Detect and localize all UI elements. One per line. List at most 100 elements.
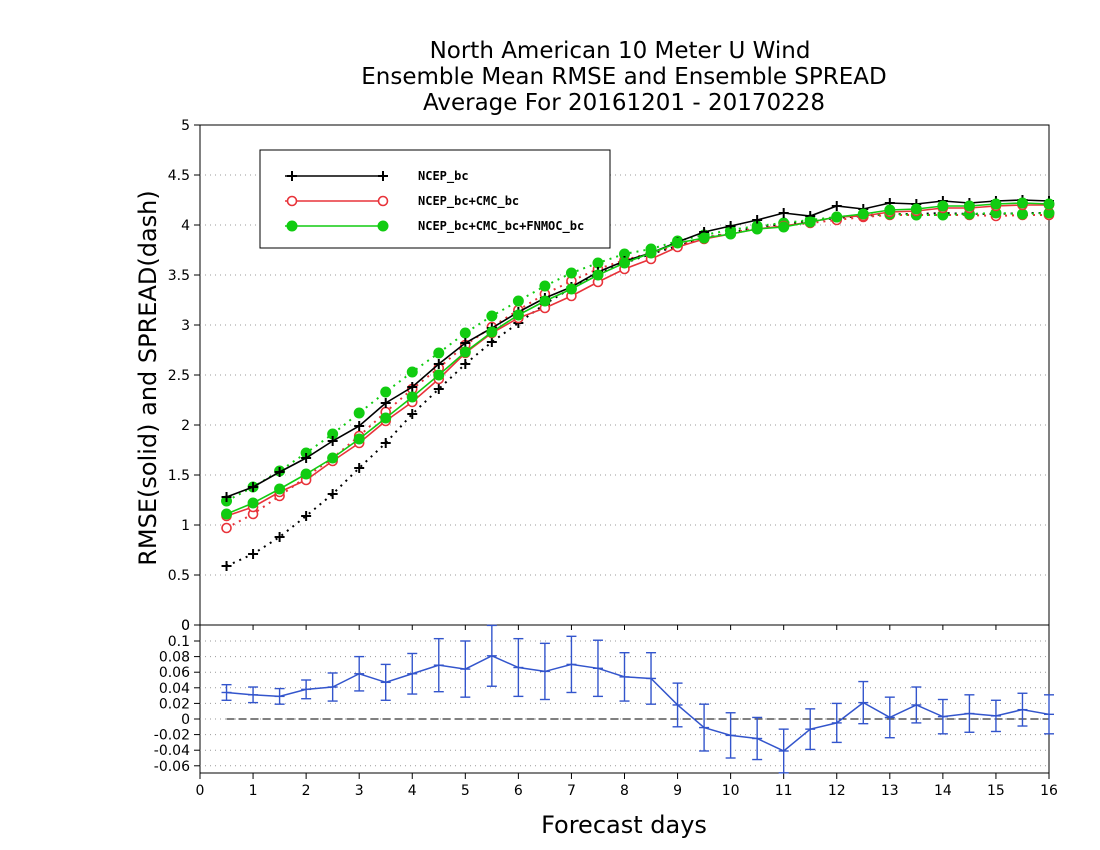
series-3-rmse-point [274,483,286,495]
legend-box [259,149,611,249]
series-3-spread-point [353,407,365,419]
series-1-rmse-point [301,453,312,463]
main-y-tick-label: 2.5 [168,368,190,384]
series-3-spread-point [1016,208,1028,220]
x-tick-label: 7 [567,783,576,799]
series-3-spread-point [406,366,418,378]
series-3-spread-point [486,310,498,322]
series-3-spread-point [592,257,604,269]
x-tick-label: 14 [934,783,952,799]
x-tick-label: 3 [355,783,364,799]
series-3-rmse-point [963,200,975,212]
main-series-layer [221,195,1055,571]
series-3-spread-point [539,280,551,292]
chart-title-line-2: Ensemble Mean RMSE and Ensemble SPREAD [361,64,886,90]
legend-marker-right-1 [378,171,388,181]
series-1-rmse-point [327,436,338,446]
x-tick-label: 10 [722,783,740,799]
difference-y-tick-label: 0.02 [159,696,190,712]
main-y-tick-label: 4 [181,218,190,234]
legend: NCEP_bc NCEP_bc+CMC_bc NCEP_bc+CMC_bc+FNMO… [259,149,611,249]
legend-marker-right-3 [377,220,389,232]
series-1-spread-point [486,337,497,347]
difference-y-tick-label: -0.02 [154,728,190,744]
series-3-rmse-point [247,497,259,509]
x-tick-label: 4 [408,783,417,799]
main-y-axis: 0 0.5 1 1.5 2 2.5 3 3.5 4 4.5 5 [168,118,200,634]
chart-title-line-1: North American 10 Meter U Wind [430,38,811,64]
series-3-rmse-point [751,223,763,235]
series-3-rmse-point [857,208,869,220]
difference-y-tick-label: -0.06 [154,759,190,775]
series-3-spread-point [459,327,471,339]
series-3-rmse-point [565,283,577,295]
difference-y-tick-label: 0.06 [159,665,190,681]
legend-marker-left-2 [286,195,298,207]
series-3-rmse-point [831,211,843,223]
series-1-spread-point [460,359,471,369]
series-3-rmse-point [539,295,551,307]
difference-top-tick-label: 0 [181,618,190,634]
series-1-spread-point [354,463,365,473]
series-1-rmse-point [433,359,444,369]
series-3-rmse-point [645,247,657,259]
series-3-rmse-point [380,412,392,424]
x-axis: 0 1 2 3 4 5 6 7 8 9 10 11 12 13 14 15 16 [196,625,1058,799]
x-tick-label: 16 [1040,783,1058,799]
series-3-spread-point [565,267,577,279]
x-tick-label: 11 [775,783,793,799]
series-1-rmse-point [778,208,789,218]
series-1-rmse-point [752,215,763,225]
series-3-rmse-point [486,326,498,338]
difference-y-tick-label: 0.04 [159,681,190,697]
series-3-rmse-point [433,369,445,381]
series-1-spread-line [226,211,1049,567]
x-tick-label: 12 [828,783,846,799]
series-1-rmse-point [354,421,365,431]
series-3-rmse-point [619,257,630,269]
series-3-rmse-point [300,468,312,480]
difference-y-tick-label: 0.1 [168,634,190,650]
series-3-rmse-point [884,204,896,216]
series-1-rmse-point [407,382,418,392]
legend-marker-right-2 [377,195,389,207]
series-3-rmse-point [725,228,737,240]
x-tick-label: 8 [620,783,629,799]
x-tick-label: 0 [196,783,205,799]
main-y-tick-label: 0.5 [168,568,190,584]
series-3-spread-point [512,295,524,307]
legend-marker-left-1 [287,171,297,181]
series-3-rmse-point [592,269,604,281]
main-y-tick-label: 3.5 [168,268,190,284]
series-1-rmse-point [221,492,232,502]
series-3-rmse-point [778,221,790,233]
series-1-spread-point [301,511,312,521]
difference-y-tick-label: -0.04 [154,743,190,759]
x-tick-label: 6 [514,783,523,799]
series-3-rmse-line [226,202,1050,515]
series-2-spread-point [221,522,232,534]
series-1-rmse-point [831,201,842,211]
x-tick-label: 13 [881,783,899,799]
series-3-spread-line [226,211,1050,502]
series-1-spread-point [407,409,418,419]
main-y-tick-label: 4.5 [168,168,190,184]
series-1-spread-point [380,438,391,448]
series-3-rmse-point [910,203,922,215]
x-tick-label: 9 [673,783,682,799]
x-tick-label: 15 [987,783,1005,799]
x-axis-title: Forecast days [541,811,707,839]
series-3-rmse-point [406,391,418,403]
series-3-spread-point [380,386,392,398]
series-2-spread-line [226,214,1049,529]
series-3-rmse-point [1043,198,1055,210]
main-y-tick-label: 1 [181,518,190,534]
x-tick-label: 5 [461,783,470,799]
series-3-rmse-point [353,433,365,445]
series-1-spread-point [433,384,444,394]
series-3-rmse-point [698,232,710,244]
series-1-rmse-point [460,338,471,348]
series-1-spread-point [248,549,259,559]
series-3-rmse-point [937,200,949,212]
